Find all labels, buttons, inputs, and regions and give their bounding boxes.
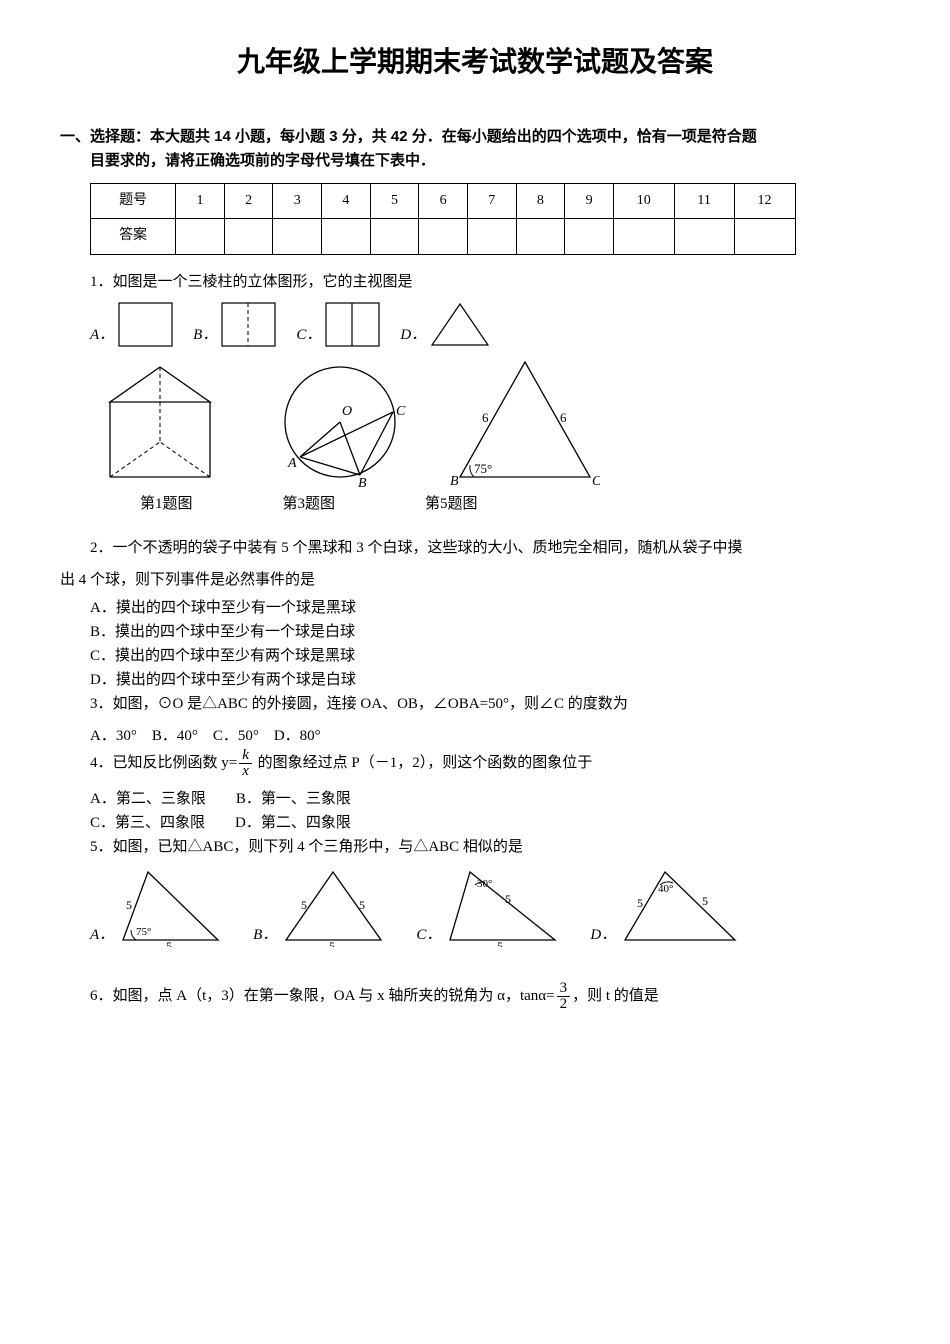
- q1-optD-icon: [430, 302, 490, 347]
- q1-optB-icon: [221, 302, 276, 347]
- figures-row: O A B C A B C 6 6 75°: [90, 357, 890, 487]
- q5-optA-label: A．: [90, 923, 114, 947]
- table-cell: 9: [565, 183, 614, 218]
- table-cell: 2: [224, 183, 273, 218]
- q4-B: B．第一、三象限: [236, 791, 351, 807]
- q1-optC-label: C．: [296, 323, 321, 347]
- q5-optD-label: D．: [590, 923, 616, 947]
- q6-frac-den: 2: [557, 997, 571, 1012]
- page-title: 九年级上学期期末考试数学试题及答案: [60, 40, 890, 85]
- ang30: 30°: [477, 878, 492, 890]
- q2-text2: 出 4 个球，则下列事件是必然事件的是: [60, 568, 890, 592]
- label-C: C: [592, 474, 600, 487]
- table-cell: 10: [613, 183, 674, 218]
- angle-75: 75°: [474, 461, 492, 476]
- figcap-5: 第5题图: [425, 492, 478, 516]
- table-cell: 6: [419, 183, 468, 218]
- label-C: C: [396, 404, 406, 419]
- q1-optA-icon: [118, 302, 173, 347]
- table-row: 题号 1 2 3 4 5 6 7 8 9 10 11 12: [91, 183, 796, 218]
- label-A: A: [287, 456, 297, 471]
- table-cell: 11: [674, 183, 734, 218]
- row-label: 题号: [91, 183, 176, 218]
- table-cell: 1: [176, 183, 225, 218]
- q5-optC-label: C．: [416, 923, 441, 947]
- q5-optA-tri: 5 75° 5: [118, 867, 223, 947]
- q6-text: 6．如图，点 A（t，3）在第一象限，OA 与 x 轴所夹的锐角为 α，tanα…: [90, 981, 890, 1012]
- label-B: B: [358, 476, 367, 487]
- q1-optC-icon: [325, 302, 380, 347]
- q5-optB-tri: 5 5 5: [281, 867, 386, 947]
- intro-text-2: 目要求的，请将正确选项前的字母代号填在下表中．: [90, 152, 435, 169]
- side5: 5: [126, 898, 132, 912]
- side5b: 5: [166, 939, 172, 947]
- q5-options: A． 5 75° 5 B． 5 5 5 C． 5 30° 5 D．: [90, 867, 890, 947]
- q4-text: 4．已知反比例函数 y=kx 的图象经过点 P（－1，2），则这个函数的图象位于: [90, 748, 890, 779]
- side5r: 5: [359, 898, 365, 912]
- intro-text-1: 一、选择题：本大题共 14 小题，每小题 3 分，共 42 分．在每小题给出的四…: [60, 128, 757, 145]
- table-cell: 8: [516, 183, 565, 218]
- table-cell: 5: [370, 183, 419, 218]
- table-cell: 3: [273, 183, 322, 218]
- side5l: 5: [301, 898, 307, 912]
- q4-post: 的图象经过点 P（－1，2），则这个函数的图象位于: [254, 755, 592, 771]
- side5dr: 5: [702, 894, 708, 908]
- q2-optC: C．摸出的四个球中至少有两个球是黑球: [90, 644, 890, 668]
- table-cell: 12: [734, 183, 795, 218]
- figcap-1: 第1题图: [140, 492, 193, 516]
- q6-frac-num: 3: [557, 981, 571, 997]
- table-cell: 7: [467, 183, 516, 218]
- figcap-3: 第3题图: [283, 492, 336, 516]
- q2-optA: A．摸出的四个球中至少有一个球是黑球: [90, 596, 890, 620]
- q5-optC-tri: 5 30° 5: [445, 867, 560, 947]
- section-intro: 一、选择题：本大题共 14 小题，每小题 3 分，共 42 分．在每小题给出的四…: [60, 125, 890, 173]
- side-left: 6: [482, 410, 489, 425]
- side5dl: 5: [637, 896, 643, 910]
- label-O: O: [342, 404, 352, 419]
- q2-text: 2．一个不透明的袋子中装有 5 个黑球和 3 个白球，这些球的大小、质地完全相同…: [90, 536, 890, 560]
- fig-q5-triangle: A B C 6 6 75°: [450, 357, 600, 487]
- q6-post: ，则 t 的值是: [572, 988, 659, 1004]
- q1-optA-label: A．: [90, 323, 114, 347]
- ang75: 75°: [136, 926, 151, 938]
- q5-optD-tri: 5 5 40°: [620, 867, 740, 947]
- q1-options: A． B． C． D．: [90, 302, 890, 347]
- q6-pre: 6．如图，点 A（t，3）在第一象限，OA 与 x 轴所夹的锐角为 α，tanα…: [90, 988, 555, 1004]
- q4-frac-den: x: [239, 764, 252, 779]
- table-cell: 4: [322, 183, 371, 218]
- q2-line1: 2．一个不透明的袋子中装有 5 个黑球和 3 个白球，这些球的大小、质地完全相同…: [90, 540, 743, 556]
- q2-optB: B．摸出的四个球中至少有一个球是白球: [90, 620, 890, 644]
- q3-text: 3．如图，⊙O 是△ABC 的外接圆，连接 OA、OB，∠OBA=50°，则∠C…: [90, 692, 890, 716]
- q4-frac-num: k: [239, 748, 252, 764]
- label-A: A: [519, 357, 529, 361]
- fig-q3-circle: O A B C: [270, 357, 410, 487]
- label-B: B: [450, 474, 459, 487]
- side5cb: 5: [497, 939, 503, 947]
- q2-optD: D．摸出的四个球中至少有两个球是白球: [90, 668, 890, 692]
- q1-optB-label: B．: [193, 323, 217, 347]
- q4-A: A．第二、三象限: [90, 791, 206, 807]
- answer-table: 题号 1 2 3 4 5 6 7 8 9 10 11 12 答案: [90, 183, 796, 255]
- q3-opts: A．30° B．40° C．50° D．80°: [90, 724, 890, 748]
- side-right: 6: [560, 410, 567, 425]
- row-label: 答案: [91, 219, 176, 254]
- q1-text: 1．如图是一个三棱柱的立体图形，它的主视图是: [90, 270, 890, 294]
- q4-C: C．第三、四象限: [90, 815, 205, 831]
- q4-optsCD: C．第三、四象限 D．第二、四象限: [90, 811, 890, 835]
- q5-optB-label: B．: [253, 923, 277, 947]
- side5b2: 5: [329, 939, 335, 947]
- q4-optsAB: A．第二、三象限 B．第一、三象限: [90, 787, 890, 811]
- table-row: 答案: [91, 219, 796, 254]
- fig-q1-prism: [90, 357, 230, 487]
- q4-D: D．第二、四象限: [235, 815, 351, 831]
- figure-captions: 第1题图 第3题图 第5题图: [140, 492, 890, 516]
- q4-pre: 4．已知反比例函数 y=: [90, 755, 237, 771]
- q1-optD-label: D．: [400, 323, 426, 347]
- side5c: 5: [505, 892, 511, 906]
- q5-text: 5．如图，已知△ABC，则下列 4 个三角形中，与△ABC 相似的是: [90, 835, 890, 859]
